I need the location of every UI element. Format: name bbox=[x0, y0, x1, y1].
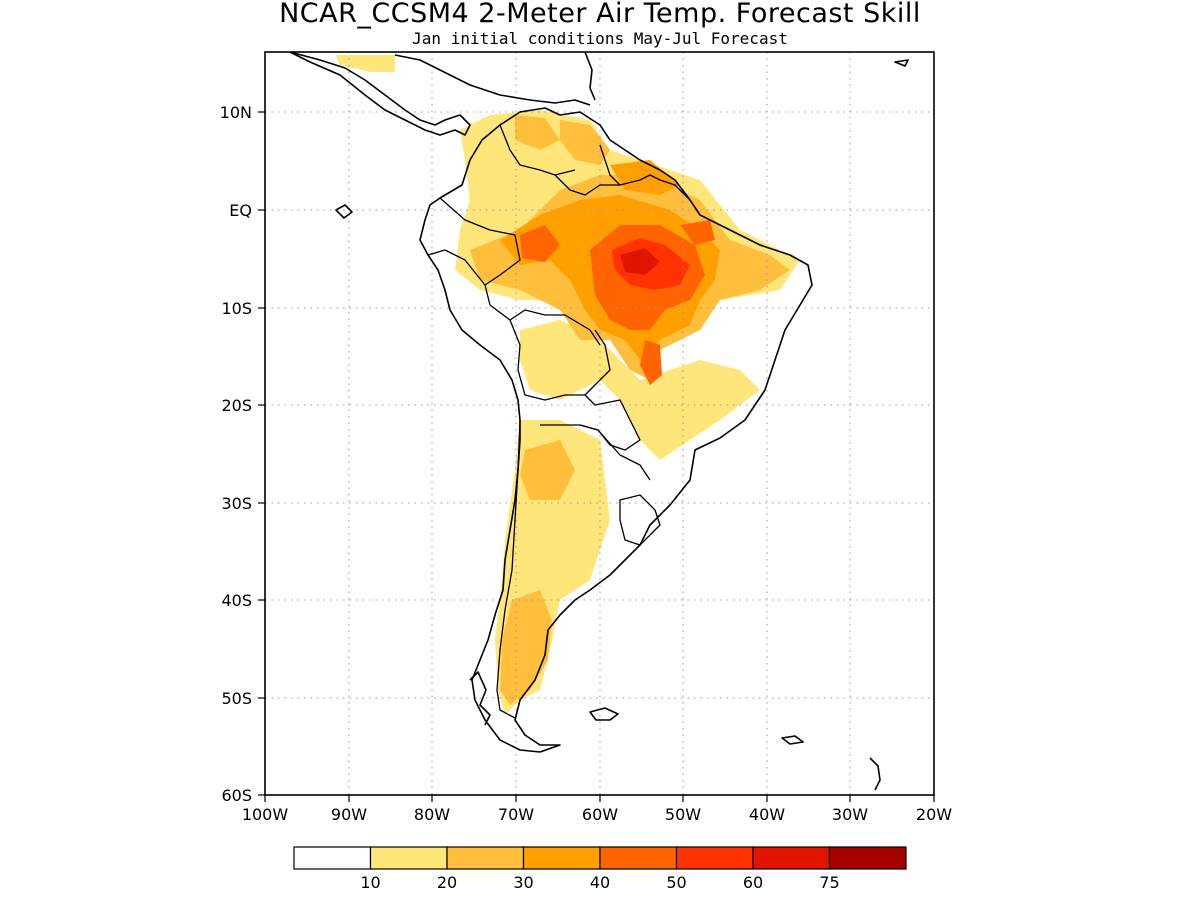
lon-label-70w: 70W bbox=[498, 805, 534, 824]
lat-label-20s: 20S bbox=[221, 396, 252, 415]
shade-lorange-north bbox=[515, 115, 560, 150]
shade-lorange-west bbox=[520, 440, 575, 500]
colorbar-box-6 bbox=[752, 846, 831, 870]
lon-label-80w: 80W bbox=[414, 805, 450, 824]
coast-south-georgia bbox=[781, 735, 804, 745]
lat-labels: 10N EQ 10S 20S 30S 40S 50S 60S bbox=[220, 103, 252, 805]
coast-island-ne bbox=[894, 59, 909, 67]
border-venezuela-colombia bbox=[499, 124, 576, 176]
lat-label-10s: 10S bbox=[221, 299, 252, 318]
colorbar-box-3 bbox=[522, 846, 601, 870]
shade-dorange-south bbox=[640, 340, 662, 385]
colorbar-box-2 bbox=[446, 846, 525, 870]
coast-caribbean bbox=[394, 54, 591, 106]
gridlines bbox=[265, 52, 934, 795]
border-argentina-north bbox=[540, 424, 651, 481]
lat-label-eq: EQ bbox=[229, 201, 252, 220]
lat-label-40s: 40S bbox=[221, 591, 252, 610]
border-ecuador-peru bbox=[427, 249, 491, 306]
lon-label-60w: 60W bbox=[582, 805, 618, 824]
country-borders bbox=[427, 124, 691, 719]
coast-falklands bbox=[589, 707, 619, 721]
lat-label-60s: 60S bbox=[221, 786, 252, 805]
coast-chile-islands bbox=[469, 671, 491, 726]
colorbar-box-1 bbox=[369, 846, 448, 870]
map-subtitle: Jan initial conditions May-Jul Forecast bbox=[412, 29, 788, 48]
lon-labels: 100W 90W 80W 70W 60W 50W 40W 30W 20W bbox=[242, 805, 952, 824]
border-argentina-chile bbox=[496, 419, 521, 719]
colorbar-label-60: 60 bbox=[743, 873, 763, 892]
lat-label-50s: 50S bbox=[221, 689, 252, 708]
border-uruguay bbox=[619, 494, 661, 546]
lat-label-10n: 10N bbox=[220, 103, 252, 122]
lon-label-100w: 100W bbox=[242, 805, 289, 824]
lon-label-20w: 20W bbox=[916, 805, 952, 824]
shade-lorange-venezuela bbox=[560, 120, 610, 165]
colorbar-box-7 bbox=[828, 846, 907, 870]
coast-galapagos bbox=[335, 204, 353, 219]
lon-label-30w: 30W bbox=[832, 805, 868, 824]
border-guianas bbox=[599, 144, 691, 201]
colorbar-label-20: 20 bbox=[437, 873, 457, 892]
colorbar-label-30: 30 bbox=[513, 873, 533, 892]
colorbar: 10 20 30 40 50 60 75 bbox=[293, 846, 907, 892]
lat-label-30s: 30S bbox=[221, 494, 252, 513]
colorbar-box-5 bbox=[675, 846, 754, 870]
colorbar-box-0 bbox=[293, 846, 372, 870]
coast-central-america bbox=[289, 52, 471, 136]
lon-label-40w: 40W bbox=[749, 805, 785, 824]
colorbar-box-4 bbox=[599, 846, 678, 870]
shade-darkred-core bbox=[620, 248, 660, 275]
shade-dorange-east bbox=[680, 220, 715, 245]
lon-label-50w: 50W bbox=[665, 805, 701, 824]
colorbar-label-40: 40 bbox=[590, 873, 610, 892]
shade-yellow-central-am bbox=[335, 55, 395, 72]
border-bolivia bbox=[509, 319, 611, 401]
border-brazil-north bbox=[554, 174, 620, 196]
colorbar-label-75: 75 bbox=[819, 873, 839, 892]
shade-lorange-patagonia bbox=[500, 590, 552, 705]
plot-area bbox=[265, 52, 934, 795]
coast-island-se bbox=[869, 757, 881, 791]
map-title: NCAR_CCSM4 2-Meter Air Temp. Forecast Sk… bbox=[279, 0, 921, 29]
border-colombia-south bbox=[439, 197, 521, 286]
coast-north-atlantic bbox=[584, 52, 596, 101]
shade-dorange-west bbox=[520, 225, 560, 262]
skill-shading bbox=[335, 55, 800, 715]
tick-marks bbox=[258, 111, 935, 802]
lon-label-90w: 90W bbox=[331, 805, 367, 824]
shade-yellow-brazil bbox=[520, 320, 760, 460]
colorbar-label-10: 10 bbox=[360, 873, 380, 892]
colorbar-label-50: 50 bbox=[666, 873, 686, 892]
